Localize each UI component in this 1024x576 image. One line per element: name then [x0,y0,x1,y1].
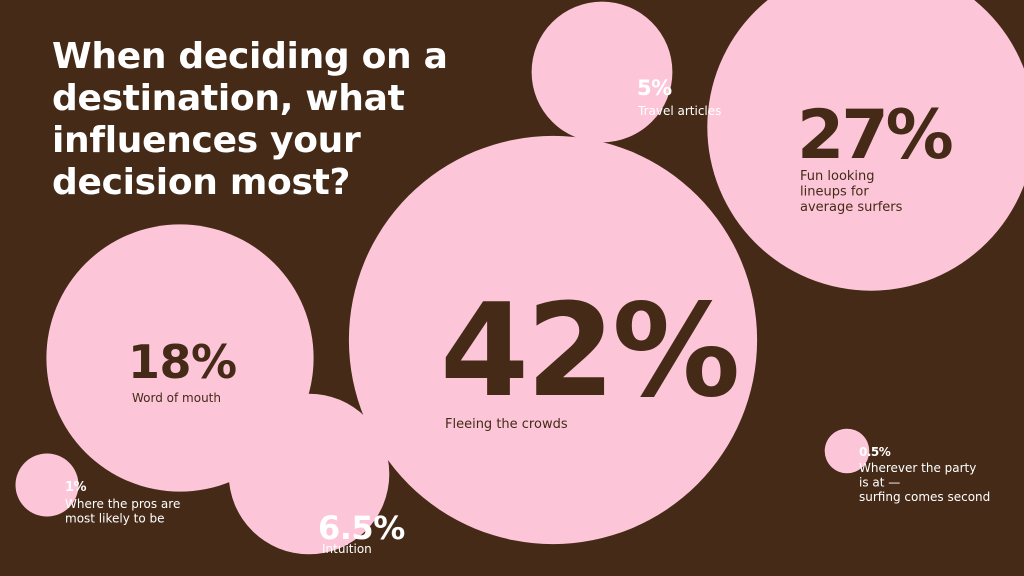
bubble-intuition: 6.5%Intuition [228,393,406,556]
category-label-fun-looking-lineups-for-average-surfers: Fun looking lineups for average surfers [800,169,903,215]
category-label-intuition: Intuition [322,542,372,556]
value-label-travel-articles: 5% [637,76,672,100]
bubble-fleeing-the-crowds: 42%Fleeing the crowds [348,135,758,545]
bubble-fun-looking-lineups-for-average-surfers: 27%Fun looking lineups for average surfers [707,0,1024,291]
value-label-word-of-mouth: 18% [128,335,237,389]
chart-title: When deciding on a destination, what inf… [52,36,448,204]
category-label-fleeing-the-crowds: Fleeing the crowds [445,417,568,432]
bubble-circle-fleeing-the-crowds [348,135,758,545]
bubble-wherever-the-party-is-at-surfing-comes-second: 0.5% Wherever the party is at — surfing com… [824,428,990,504]
value-label-where-the-pros-are-most-likely-to-be: 1% [65,480,87,495]
bubble-travel-articles: 5% Travel articles [531,1,721,143]
value-label-fleeing-the-crowds: 42% [440,277,737,426]
bubble-where-the-pros-are-most-likely-to-be: 1% Where the pros are most likely to be [15,453,180,526]
category-label-travel-articles: Travel articles [637,104,721,118]
category-label-wherever-the-party-is-at-surfing-comes-second: Wherever the party is at — surfing comes s… [859,461,990,504]
bubble-circle-intuition [228,393,390,555]
bubble-circle-fun-looking-lineups-for-average-surfers [707,0,1024,291]
value-label-wherever-the-party-is-at-surfing-comes-second: 0.5% [859,445,891,459]
category-label-word-of-mouth: Word of mouth [132,391,221,405]
bubble-circle-wherever-the-party-is-at-surfing-comes-second [824,428,870,474]
value-label-intuition: 6.5% [318,509,405,547]
value-label-fun-looking-lineups-for-average-surfers: 27% [797,96,952,175]
category-label-where-the-pros-are-most-likely-to-be: Where the pros are most likely to be [65,497,180,526]
bubble-circle-travel-articles [531,1,673,143]
bubble-circle-where-the-pros-are-most-likely-to-be [15,453,79,517]
